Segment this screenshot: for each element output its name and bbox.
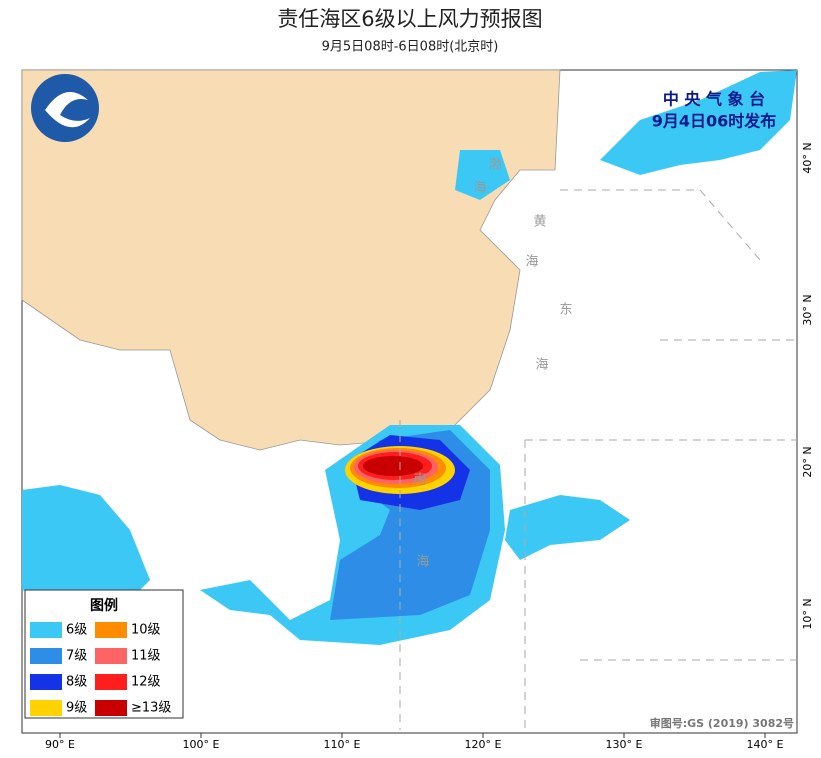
lat-label: 30° N (801, 294, 814, 325)
legend-swatch (30, 622, 62, 638)
issuer-time: 9月4日06时发布 (652, 112, 777, 131)
zone-lines (399, 189, 797, 730)
subtitle: 9月5日08时-6日08时(北京时) (322, 40, 499, 55)
legend-label: 10级 (131, 623, 161, 638)
legend-label: 8级 (66, 675, 87, 690)
approval: 审图号:GS (2019) 3082号 (650, 716, 794, 730)
lon-label: 120° E (465, 738, 502, 751)
legend-label: 11级 (131, 649, 161, 664)
lat-label: 20° N (801, 446, 814, 477)
wind-area-6 (455, 150, 510, 200)
lat-label: 10° N (801, 598, 814, 629)
sea-label: 东 (559, 303, 572, 318)
legend-label: ≥13级 (131, 701, 171, 716)
wind-area-6 (505, 495, 630, 560)
wind-area-13 (363, 456, 423, 476)
sea-label: 黄 (533, 215, 546, 230)
zone-line (560, 189, 761, 261)
legend: 图例 6级 10级 7级 11级 8级 12级 9级 ≥13级 (24, 589, 184, 719)
legend-swatch (30, 674, 62, 690)
legend-swatch (30, 648, 62, 664)
logo (31, 74, 99, 142)
sea-label: 海 (535, 358, 548, 373)
legend-swatch (95, 648, 127, 664)
lon-label: 140° E (747, 738, 784, 751)
lon-label: 90° E (45, 738, 75, 751)
legend-label: 12级 (131, 675, 161, 690)
legend-label: 9级 (66, 701, 87, 716)
logo-mark (45, 92, 90, 128)
sea-label: 渤 (488, 157, 501, 173)
legend-swatch (95, 674, 127, 690)
lon-label: 110° E (324, 738, 361, 751)
legend-label: 7级 (66, 649, 87, 664)
wind-area-6 (22, 485, 150, 610)
legend-swatch (95, 622, 127, 638)
lon-label: 100° E (183, 738, 220, 751)
legend-label: 6级 (66, 623, 87, 638)
legend-swatch (30, 700, 62, 716)
title: 责任海区6级以上风力预报图 (277, 7, 542, 31)
lat-label: 40° N (801, 142, 814, 173)
map-area (21, 69, 798, 734)
sea-label: 海 (525, 255, 538, 270)
legend-title: 图例 (90, 597, 118, 614)
sea-label: 南 (413, 472, 426, 488)
wind-area-6 (600, 70, 797, 175)
sea-label: 海 (416, 555, 429, 570)
legend-swatch (95, 700, 127, 716)
sea-label: 海 (473, 181, 486, 196)
issuer-name: 中 央 气 象 台 (663, 90, 765, 109)
lon-label: 130° E (606, 738, 643, 751)
